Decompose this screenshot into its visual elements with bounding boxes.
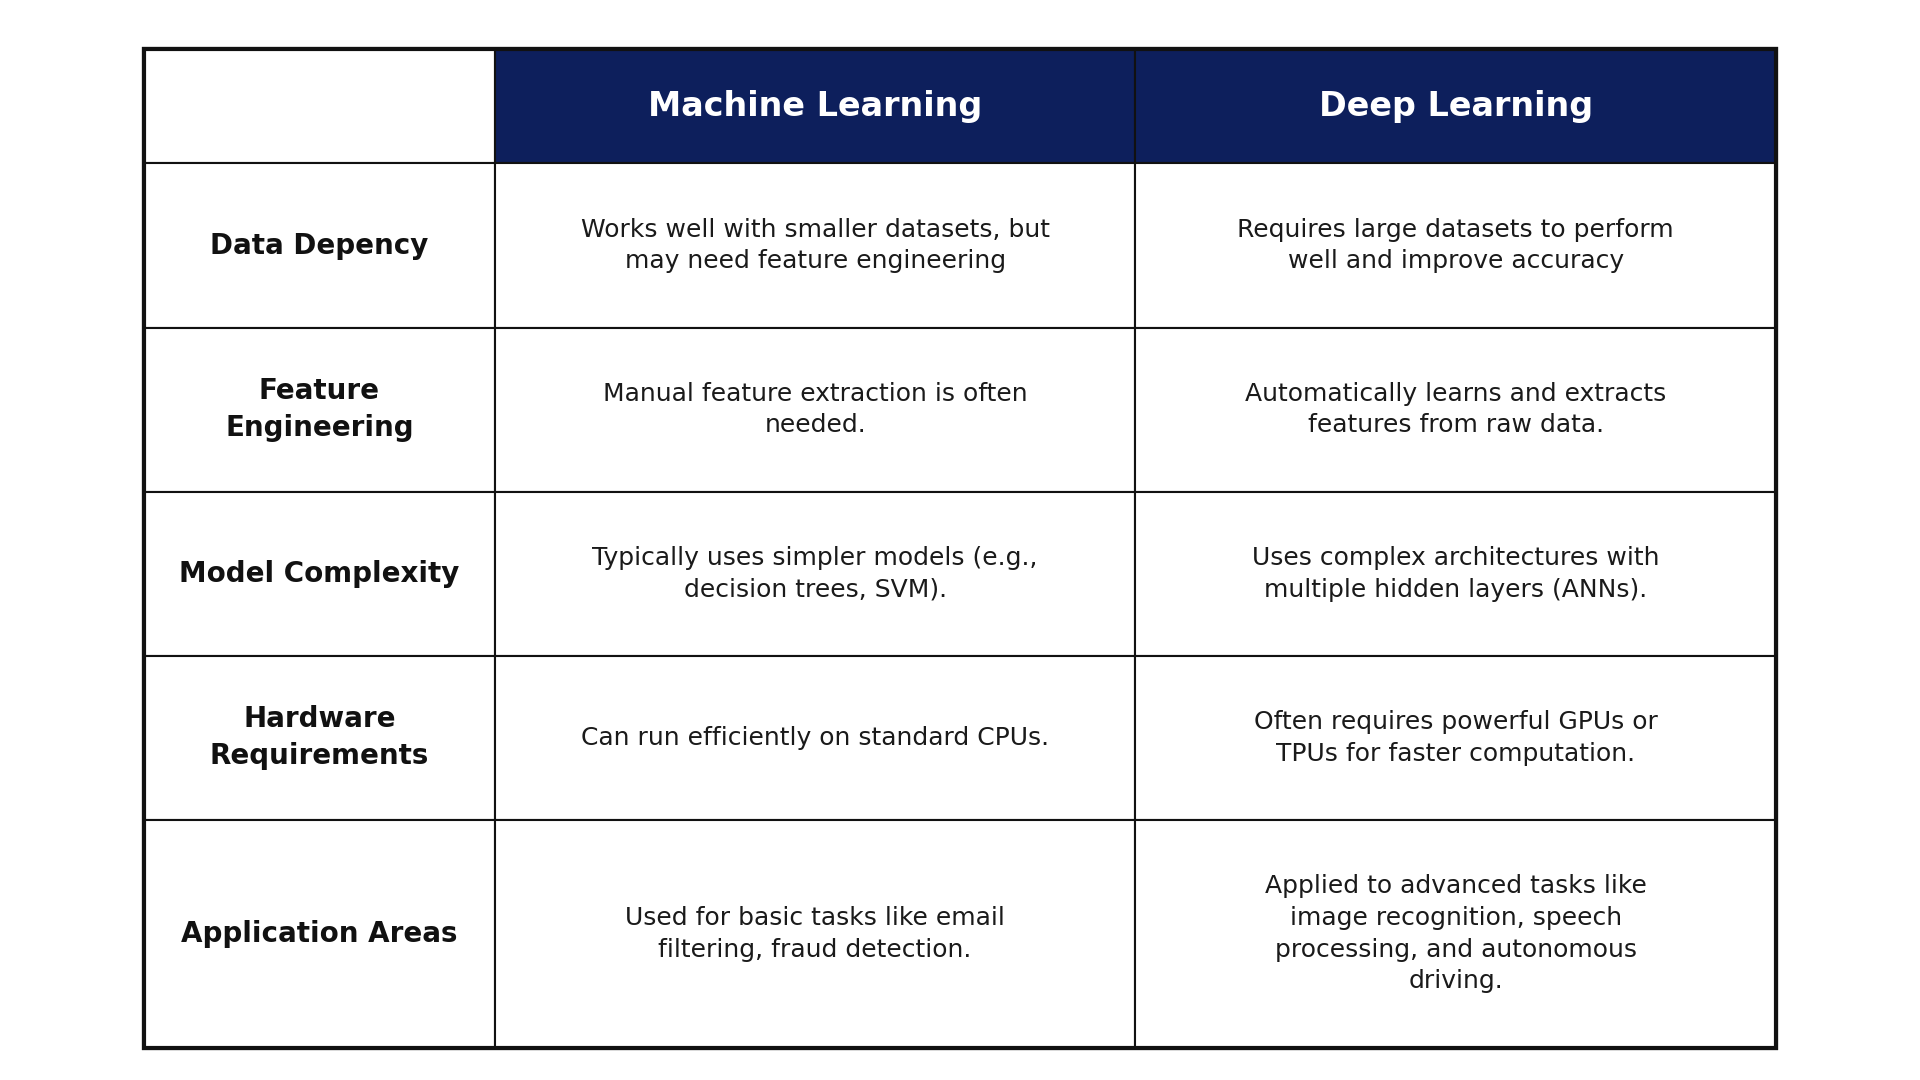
Text: Can run efficiently on standard CPUs.: Can run efficiently on standard CPUs.: [582, 726, 1048, 750]
Text: Manual feature extraction is often
needed.: Manual feature extraction is often neede…: [603, 382, 1027, 437]
Bar: [1135, 163, 1776, 327]
Text: Data Depency: Data Depency: [211, 231, 428, 259]
Text: Works well with smaller datasets, but
may need feature engineering: Works well with smaller datasets, but ma…: [580, 218, 1050, 273]
Text: Hardware
Requirements: Hardware Requirements: [209, 705, 430, 770]
Bar: [144, 820, 495, 1048]
Text: Uses complex architectures with
multiple hidden layers (ANNs).: Uses complex architectures with multiple…: [1252, 546, 1659, 602]
Bar: [144, 49, 1776, 1048]
Text: Applied to advanced tasks like
image recognition, speech
processing, and autonom: Applied to advanced tasks like image rec…: [1265, 875, 1647, 994]
Text: Often requires powerful GPUs or
TPUs for faster computation.: Often requires powerful GPUs or TPUs for…: [1254, 710, 1657, 766]
Bar: [144, 327, 495, 491]
Text: Application Areas: Application Areas: [180, 920, 457, 948]
Text: Requires large datasets to perform
well and improve accuracy: Requires large datasets to perform well …: [1236, 218, 1674, 273]
Bar: [144, 49, 1776, 1048]
Bar: [144, 656, 495, 820]
Bar: [495, 820, 1135, 1048]
Text: Feature
Engineering: Feature Engineering: [225, 377, 413, 442]
Bar: [1135, 820, 1776, 1048]
Bar: [495, 49, 1135, 163]
Bar: [144, 49, 495, 163]
Text: Used for basic tasks like email
filtering, fraud detection.: Used for basic tasks like email filterin…: [626, 906, 1004, 961]
Bar: [1135, 656, 1776, 820]
Bar: [495, 491, 1135, 656]
Bar: [495, 163, 1135, 327]
Text: Machine Learning: Machine Learning: [649, 90, 983, 122]
Bar: [144, 491, 495, 656]
Text: Typically uses simpler models (e.g.,
decision trees, SVM).: Typically uses simpler models (e.g., dec…: [593, 546, 1039, 602]
Text: Model Complexity: Model Complexity: [179, 559, 459, 588]
Bar: [495, 656, 1135, 820]
Text: Deep Learning: Deep Learning: [1319, 90, 1594, 122]
Bar: [1135, 49, 1776, 163]
Bar: [144, 163, 495, 327]
Bar: [1135, 327, 1776, 491]
Text: Automatically learns and extracts
features from raw data.: Automatically learns and extracts featur…: [1244, 382, 1667, 437]
Bar: [1135, 491, 1776, 656]
Bar: [495, 327, 1135, 491]
